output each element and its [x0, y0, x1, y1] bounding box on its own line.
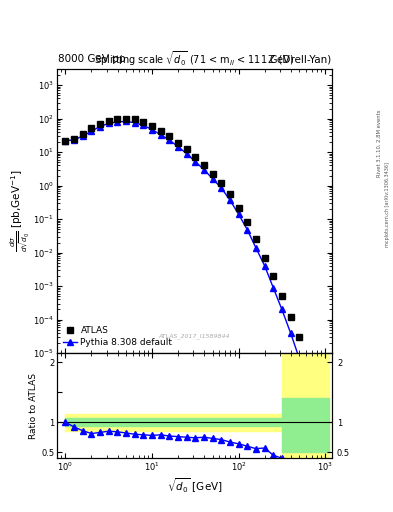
ATLAS — [210, 171, 215, 177]
Pythia 8.308 default — [323, 444, 328, 451]
Pythia 8.308 default — [176, 144, 180, 150]
Pythia 8.308 default — [63, 138, 68, 144]
ATLAS — [97, 121, 102, 127]
ATLAS — [132, 116, 137, 122]
X-axis label: $\sqrt{d_0}$ [GeV]: $\sqrt{d_0}$ [GeV] — [167, 476, 222, 495]
ATLAS — [141, 119, 146, 125]
ATLAS — [184, 146, 189, 153]
ATLAS — [167, 133, 172, 139]
Pythia 8.308 default — [253, 245, 258, 251]
Pythia 8.308 default — [80, 133, 85, 139]
Pythia 8.308 default — [236, 211, 241, 217]
Pythia 8.308 default — [314, 411, 319, 417]
Text: Z (Drell-Yan): Z (Drell-Yan) — [268, 54, 331, 64]
Pythia 8.308 default — [115, 119, 120, 125]
ATLAS — [176, 140, 180, 146]
Text: ATLAS_2017_I1589844: ATLAS_2017_I1589844 — [159, 333, 230, 339]
ATLAS — [63, 138, 68, 144]
ATLAS — [219, 180, 224, 186]
Pythia 8.308 default — [167, 137, 172, 143]
Pythia 8.308 default — [150, 126, 154, 133]
Pythia 8.308 default — [184, 151, 189, 157]
ATLAS — [279, 293, 284, 299]
ATLAS — [271, 273, 275, 279]
Pythia 8.308 default — [305, 382, 310, 388]
Pythia 8.308 default — [193, 159, 198, 165]
Pythia 8.308 default — [124, 118, 129, 124]
Title: Splitting scale $\sqrt{d_{0}}$ (71 < m$_{ll}$ < 111 GeV): Splitting scale $\sqrt{d_{0}}$ (71 < m$_… — [94, 49, 295, 68]
ATLAS — [115, 116, 120, 122]
ATLAS — [297, 334, 301, 340]
Y-axis label: Ratio to ATLAS: Ratio to ATLAS — [29, 373, 38, 439]
Pythia 8.308 default — [141, 122, 146, 129]
ATLAS — [106, 118, 111, 124]
ATLAS — [202, 162, 206, 168]
Pythia 8.308 default — [132, 119, 137, 125]
Pythia 8.308 default — [262, 263, 267, 269]
ATLAS — [262, 254, 267, 261]
ATLAS — [124, 116, 129, 122]
Line: ATLAS: ATLAS — [62, 116, 302, 340]
Legend: ATLAS, Pythia 8.308 default: ATLAS, Pythia 8.308 default — [61, 324, 174, 349]
Pythia 8.308 default — [97, 123, 102, 130]
ATLAS — [288, 314, 293, 320]
Text: mcplots.cern.ch [arXiv:1306.3436]: mcplots.cern.ch [arXiv:1306.3436] — [385, 162, 389, 247]
ATLAS — [72, 136, 76, 142]
Pythia 8.308 default — [210, 176, 215, 182]
Pythia 8.308 default — [245, 227, 250, 233]
Pythia 8.308 default — [72, 137, 76, 143]
Line: Pythia 8.308 default: Pythia 8.308 default — [62, 119, 328, 451]
Pythia 8.308 default — [228, 197, 232, 203]
ATLAS — [253, 236, 258, 242]
Pythia 8.308 default — [279, 306, 284, 312]
ATLAS — [193, 154, 198, 160]
ATLAS — [245, 219, 250, 225]
Y-axis label: $\frac{d\sigma}{d\sqrt{d_{0}}}$ [pb,GeV$^{-1}$]: $\frac{d\sigma}{d\sqrt{d_{0}}}$ [pb,GeV$… — [9, 169, 32, 252]
Pythia 8.308 default — [106, 120, 111, 126]
ATLAS — [80, 131, 85, 137]
Pythia 8.308 default — [297, 355, 301, 361]
Pythia 8.308 default — [271, 285, 275, 291]
Pythia 8.308 default — [288, 330, 293, 336]
Pythia 8.308 default — [202, 166, 206, 173]
ATLAS — [236, 205, 241, 211]
Text: 8000 GeV pp: 8000 GeV pp — [58, 54, 126, 64]
ATLAS — [158, 128, 163, 134]
ATLAS — [89, 125, 94, 131]
ATLAS — [228, 191, 232, 197]
Pythia 8.308 default — [219, 185, 224, 191]
ATLAS — [150, 123, 154, 129]
Text: Rivet 3.1.10, 2.8M events: Rivet 3.1.10, 2.8M events — [377, 110, 382, 177]
Pythia 8.308 default — [158, 132, 163, 138]
Pythia 8.308 default — [89, 128, 94, 134]
